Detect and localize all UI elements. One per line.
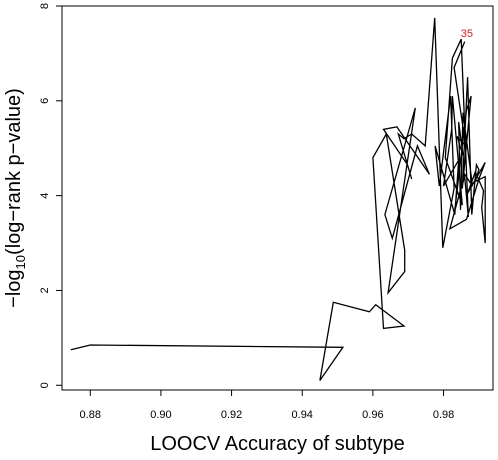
data-series-layer (70, 17, 486, 381)
series-line (70, 17, 486, 381)
x-tick-label: 0.96 (362, 409, 383, 421)
point-annotation: 35 (461, 28, 473, 40)
y-tick-label: 4 (39, 193, 51, 199)
y-axis-title: −log10(log−rank p−value) (3, 88, 28, 308)
plot-frame (61, 5, 494, 391)
annotation-layer: 35 (461, 28, 473, 40)
y-axis-title-subscript: 10 (13, 255, 28, 269)
x-axis-title: LOOCV Accuracy of subtype (150, 433, 405, 455)
plot-border (61, 5, 494, 391)
y-axis-title-main: −log (3, 269, 25, 307)
x-tick-label: 0.94 (292, 409, 313, 421)
y-tick-label: 8 (39, 3, 51, 9)
x-tick-label: 0.88 (80, 409, 101, 421)
y-tick-label: 2 (39, 287, 51, 293)
y-tick-label: 6 (39, 98, 51, 104)
y-axis: 0 2 4 6 8 (39, 3, 62, 388)
x-axis: 0.88 0.90 0.92 0.94 0.96 0.98 (80, 390, 454, 421)
y-axis-title-rest: (log−rank p−value) (3, 88, 25, 255)
x-tick-label: 0.90 (150, 409, 171, 421)
x-tick-label: 0.98 (433, 409, 454, 421)
x-tick-label: 0.92 (221, 409, 242, 421)
y-tick-label: 0 (39, 382, 51, 388)
